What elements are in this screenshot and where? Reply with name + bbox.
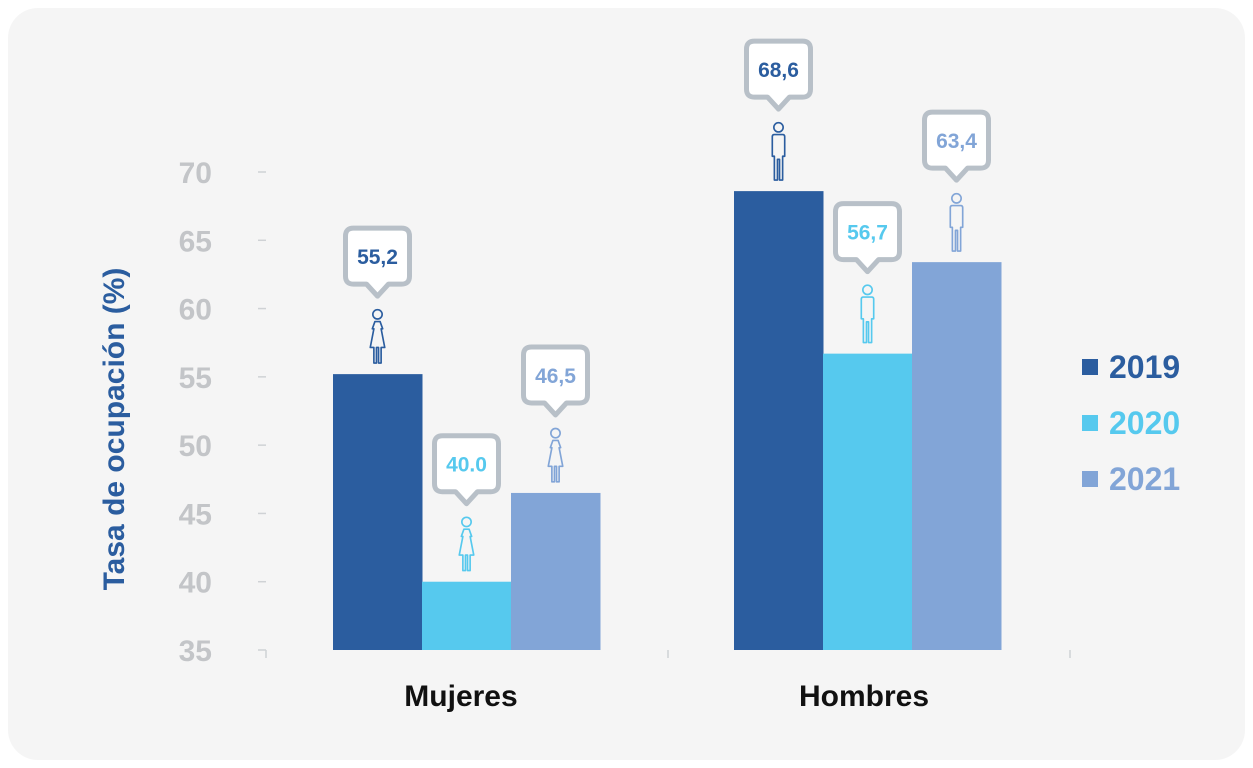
- category-label-mujeres: Mujeres: [404, 680, 517, 713]
- data-label-hombres-2021: 63,4: [936, 130, 977, 153]
- legend-swatch-2019: [1082, 359, 1098, 375]
- callout-hombres-2019: [744, 38, 813, 112]
- callout-mujeres-2021: [521, 344, 590, 418]
- legend: 2019 2020 2021: [1082, 349, 1180, 497]
- legend-label-2020: 2020: [1109, 405, 1180, 441]
- data-label-hombres-2020: 56,7: [847, 222, 888, 245]
- legend-label-2019: 2019: [1109, 349, 1180, 385]
- y-tick-label-45: 45: [179, 498, 212, 531]
- y-axis-title: Tasa de ocupación (%): [98, 268, 131, 591]
- y-tick-label-70: 70: [179, 157, 212, 190]
- woman-icon: [547, 427, 564, 483]
- data-label-mujeres-2020: 40.0: [446, 454, 487, 477]
- chart-card: [8, 8, 1245, 760]
- y-tick-label-65: 65: [179, 225, 212, 258]
- man-icon: [860, 284, 875, 344]
- data-label-mujeres-2021: 46,5: [535, 365, 576, 388]
- woman-icon: [369, 308, 386, 364]
- man-icon: [949, 192, 964, 252]
- y-tick-label-40: 40: [179, 567, 212, 600]
- bar-hombres-2020: [823, 353, 913, 650]
- data-label-hombres-2019: 68,6: [758, 59, 799, 82]
- y-tick-label-50: 50: [179, 430, 212, 463]
- y-tick-label-35: 35: [179, 635, 212, 668]
- bar-mujeres-2019: [333, 374, 423, 650]
- category-label-hombres: Hombres: [799, 680, 929, 713]
- y-tick-label-55: 55: [179, 362, 212, 395]
- y-tick-label-60: 60: [179, 294, 212, 327]
- callout-mujeres-2019: [343, 225, 412, 299]
- callout-hombres-2020: [833, 201, 902, 275]
- data-labels: 55,2 40.0 46,5 68,6 56,7 63,4: [343, 38, 991, 572]
- y-axis: 35 40 45 50 55 60 65 70: [179, 157, 1071, 668]
- bar-hombres-2021: [912, 262, 1002, 650]
- legend-label-2021: 2021: [1109, 461, 1180, 497]
- woman-icon: [458, 516, 475, 572]
- legend-swatch-2020: [1082, 415, 1098, 431]
- bar-mujeres-2020: [422, 581, 512, 650]
- callout-mujeres-2020: [432, 433, 501, 507]
- bar-hombres-2019: [734, 191, 824, 650]
- callout-hombres-2021: [922, 109, 991, 183]
- bar-mujeres-2021: [511, 492, 601, 650]
- man-icon: [771, 121, 786, 181]
- data-label-mujeres-2019: 55,2: [357, 246, 398, 269]
- legend-swatch-2021: [1082, 471, 1098, 487]
- bars: [333, 191, 1002, 650]
